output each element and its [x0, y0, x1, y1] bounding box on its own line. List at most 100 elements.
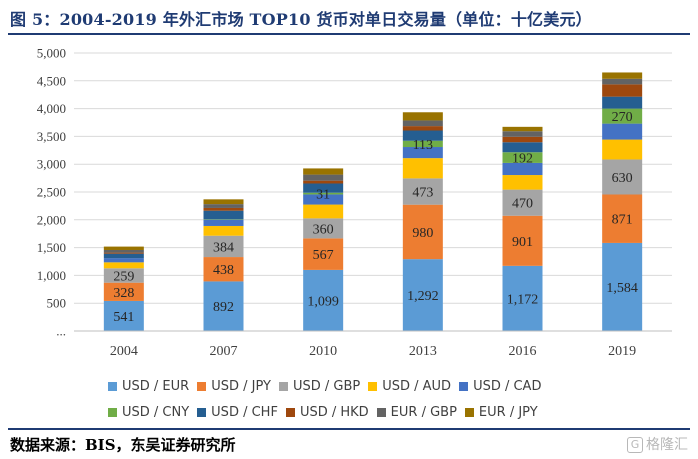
bar-segment — [502, 131, 543, 137]
legend-item: USD / AUD — [368, 373, 451, 399]
legend-swatch — [464, 407, 474, 417]
data-source: 数据来源：BIS，东吴证券研究所 — [10, 436, 236, 454]
y-tick-label: 1,500 — [37, 240, 66, 255]
y-tick-label: 2,000 — [37, 212, 66, 227]
bar-segment — [203, 219, 244, 226]
bar-segment — [203, 225, 244, 236]
data-label: 31 — [316, 188, 330, 203]
bar-segment — [502, 142, 543, 153]
chart-legend: USD / EUR USD / JPY USD / GBP USD / AUD USD … — [108, 373, 628, 425]
bar-segment — [203, 281, 244, 331]
legend-item: EUR / GBP — [376, 399, 457, 425]
bar-segment — [103, 246, 144, 250]
legend-label: USD / CHF — [211, 404, 278, 420]
data-label: 438 — [213, 263, 234, 278]
legend-label: EUR / JPY — [478, 404, 538, 420]
bar-segment — [303, 218, 344, 239]
bar-segment — [602, 139, 643, 160]
bar-segment — [502, 189, 543, 216]
data-label: 901 — [512, 235, 533, 250]
chart-title: 图 5：2004-2019 年外汇市场 TOP10 货币对单日交易量（单位：十亿… — [10, 10, 592, 29]
bar-segment — [602, 96, 643, 109]
bar-segment — [103, 258, 144, 263]
bar-segment — [203, 207, 244, 211]
bar-segment — [502, 215, 543, 266]
legend-swatch — [108, 407, 117, 417]
data-label: 328 — [113, 286, 134, 301]
legend-label: USD / EUR — [122, 378, 190, 394]
bar-segment — [103, 249, 144, 253]
legend-swatch — [278, 381, 288, 391]
y-tick-label: 500 — [47, 296, 67, 311]
bar-segment — [103, 300, 144, 331]
data-label: 270 — [612, 110, 633, 125]
bar-segment — [203, 257, 244, 282]
legend-item: USD / JPY — [197, 373, 271, 399]
bar-segment — [303, 238, 344, 270]
bar-segment — [502, 175, 543, 190]
x-tick-label: 2013 — [409, 344, 437, 359]
x-tick-label: 2010 — [309, 344, 337, 359]
data-label: 473 — [412, 186, 433, 201]
y-tick-label: 3,000 — [37, 157, 66, 172]
y-tick-label: 1,000 — [37, 268, 66, 283]
bar-segment — [103, 282, 144, 301]
legend-item: USD / GBP — [278, 373, 361, 399]
data-label: 360 — [313, 222, 334, 237]
data-label: 192 — [512, 152, 533, 167]
bar-segment — [402, 112, 443, 121]
watermark: G 格隆汇 — [627, 434, 688, 454]
data-label: 541 — [113, 310, 134, 325]
bar-segment — [203, 235, 244, 258]
bar-segment — [103, 268, 144, 283]
legend-label: USD / JPY — [211, 378, 271, 394]
bar-segment — [602, 78, 643, 85]
footer-rule — [8, 428, 690, 430]
watermark-text: 格隆汇 — [646, 437, 688, 453]
x-tick-label: 2016 — [509, 344, 537, 359]
legend-item: USD / CNY — [108, 399, 189, 425]
legend-swatch — [197, 381, 207, 391]
bar-segment — [303, 192, 344, 195]
bar-segment — [303, 194, 344, 205]
bar-segment — [402, 126, 443, 131]
bar-segment — [602, 72, 643, 79]
watermark-logo-icon: G — [627, 437, 643, 453]
legend-label: USD / AUD — [382, 378, 452, 394]
bar-segment — [602, 194, 643, 243]
bar-segment — [402, 178, 443, 205]
legend-swatch — [197, 407, 207, 417]
data-label: 1,584 — [606, 281, 638, 296]
bar-segment — [303, 204, 344, 219]
bar-segment — [602, 84, 643, 97]
legend-item: USD / EUR — [108, 373, 189, 399]
bar-segment — [203, 199, 244, 205]
legend-item: USD / CAD — [459, 373, 541, 399]
legend-label: USD / GBP — [292, 378, 361, 394]
bar-segment — [103, 253, 144, 258]
bar-segment — [203, 219, 244, 220]
bar-segment — [602, 123, 643, 140]
bar-segment — [103, 252, 144, 254]
bar-segment — [402, 140, 443, 148]
data-label: 470 — [512, 197, 533, 212]
bar-segment — [402, 158, 443, 179]
legend-label: USD / CAD — [473, 378, 542, 394]
bar-segment — [402, 120, 443, 127]
data-label: 1,099 — [307, 294, 339, 309]
bar-segment — [203, 210, 244, 220]
bar-segment — [502, 265, 543, 331]
bar-segment — [502, 162, 543, 176]
y-tick-label: ... — [56, 324, 66, 339]
bar-segment — [602, 159, 643, 195]
data-label: 1,172 — [507, 292, 539, 307]
bar-segment — [402, 259, 443, 331]
y-tick-label: 5,000 — [37, 46, 66, 61]
bar-segment — [602, 108, 643, 124]
bar-segment — [402, 204, 443, 260]
legend-item: USD / CHF — [197, 399, 278, 425]
bar-segment — [103, 262, 144, 269]
legend-label: EUR / GBP — [390, 404, 457, 420]
bar-segment — [602, 242, 643, 331]
data-label: 259 — [113, 269, 134, 284]
